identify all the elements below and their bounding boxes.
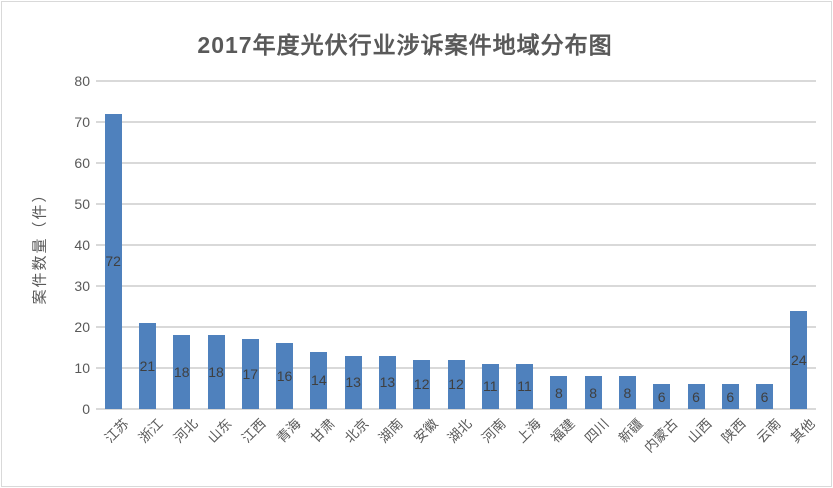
bar — [550, 376, 568, 409]
bar-value-label: 18 — [173, 364, 190, 381]
bar-value-label: 6 — [726, 388, 735, 405]
y-tick-label: 30 — [74, 278, 90, 294]
x-axis-line — [96, 408, 816, 410]
bar — [481, 363, 499, 409]
y-gridline — [96, 162, 816, 164]
bar-value-label: 13 — [379, 374, 396, 391]
bar-value-label: 8 — [554, 384, 563, 401]
bar-value-label: 8 — [589, 384, 598, 401]
bar-value-label: 11 — [483, 378, 498, 395]
y-tick-label: 20 — [74, 319, 90, 335]
bar-value-label: 11 — [517, 378, 532, 395]
y-gridline — [96, 244, 816, 246]
y-gridline — [96, 121, 816, 123]
bar — [447, 359, 465, 409]
bar-value-label: 17 — [242, 366, 259, 383]
bar-value-label: 24 — [791, 351, 807, 368]
bar — [207, 335, 225, 409]
y-tick-label: 10 — [74, 360, 90, 376]
bar — [516, 363, 534, 409]
bar — [104, 113, 122, 409]
bar — [310, 351, 328, 409]
bar-value-label: 6 — [657, 388, 666, 405]
bar — [653, 384, 671, 409]
bar — [241, 339, 259, 409]
bar-value-label: 8 — [623, 384, 632, 401]
y-gridline — [96, 203, 816, 205]
y-gridline — [96, 80, 816, 82]
bar-value-label: 72 — [105, 253, 121, 270]
bar-value-label: 21 — [139, 357, 156, 374]
bar — [584, 376, 602, 409]
y-gridline — [96, 285, 816, 287]
y-tick-label: 60 — [74, 155, 90, 171]
bar-value-label: 12 — [448, 376, 464, 393]
plot-area: 0 10 20 30 40 50 60 70 80 72 江苏 21 浙江 18 河北 18 山东 17 江西 16 青… — [74, 73, 817, 455]
bar-value-label: 14 — [311, 372, 327, 389]
chart-title: 2017年度光伏行业涉诉案件地域分布图 — [197, 32, 613, 58]
bar — [756, 384, 774, 409]
y-tick-label: 40 — [74, 237, 90, 253]
y-axis-title: 案件数量（件） — [31, 185, 49, 305]
bar — [721, 384, 739, 409]
y-tick-label: 80 — [74, 73, 90, 89]
y-tick-label: 0 — [82, 401, 90, 417]
bar-value-label: 18 — [208, 364, 224, 381]
bar — [276, 343, 294, 409]
bar-value-label: 12 — [413, 376, 430, 393]
bar — [378, 355, 396, 409]
bar — [618, 376, 636, 409]
y-gridline — [96, 326, 816, 328]
bar — [173, 335, 191, 409]
bar-value-label: 6 — [760, 388, 769, 405]
bar — [687, 384, 705, 409]
bar-value-label: 6 — [692, 388, 700, 405]
bar — [790, 310, 808, 409]
bar-value-label: 16 — [276, 368, 293, 385]
bar — [413, 359, 431, 409]
y-tick-label: 70 — [74, 114, 90, 130]
y-tick-label: 50 — [74, 196, 90, 212]
bar — [138, 322, 156, 409]
bar-value-label: 13 — [345, 374, 361, 391]
bar — [344, 355, 362, 409]
